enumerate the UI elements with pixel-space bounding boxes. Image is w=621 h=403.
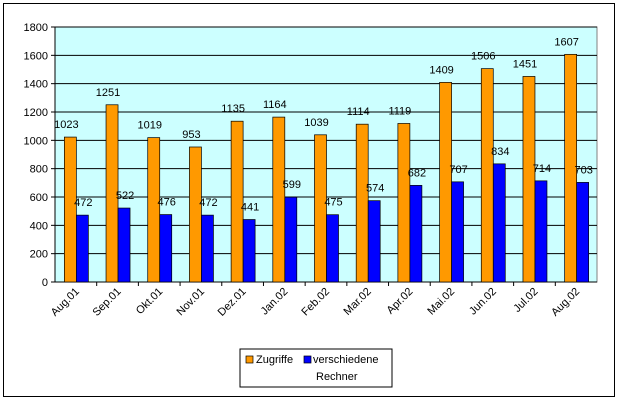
bar-rechner <box>242 219 256 283</box>
bar-zugriffe <box>147 137 161 283</box>
data-label: 599 <box>283 179 301 191</box>
data-label: 441 <box>241 202 259 214</box>
data-label: 1451 <box>513 58 537 70</box>
bar-zugriffe <box>189 146 202 283</box>
x-tick-label: Okt.01 <box>134 286 165 317</box>
x-tick-label: Sep.01 <box>91 286 124 319</box>
bar-zugriffe <box>314 134 327 283</box>
bar-zugriffe <box>564 53 578 283</box>
y-tick-label: 1600 <box>24 50 48 62</box>
bar-zugriffe <box>397 123 411 283</box>
data-label: 1607 <box>554 36 578 48</box>
bar-zugriffe <box>355 123 369 283</box>
data-label: 472 <box>199 197 217 209</box>
data-label: 714 <box>533 163 551 175</box>
x-tick-label: Aug.01 <box>49 286 82 319</box>
bar-rechner <box>159 214 173 283</box>
y-tick-label: 600 <box>30 192 48 204</box>
bar-rechner <box>284 196 298 283</box>
y-tick-label: 200 <box>30 249 48 261</box>
data-label: 522 <box>116 190 134 202</box>
data-label: 1506 <box>471 51 495 63</box>
data-label: 953 <box>182 129 200 141</box>
data-label: 1409 <box>429 64 453 76</box>
bar-rechner <box>492 163 506 283</box>
bar-zugriffe <box>105 104 119 283</box>
bar-rechner <box>117 207 131 283</box>
bar-rechner <box>409 185 423 283</box>
data-label: 574 <box>366 183 384 195</box>
x-tick-label: Jan.02 <box>259 286 291 318</box>
bar-rechner <box>326 214 339 283</box>
data-label: 703 <box>574 164 592 176</box>
bar-rechner <box>75 214 89 283</box>
x-tick-label: Aug.02 <box>549 286 582 319</box>
x-tick-label: Nov.01 <box>174 286 207 319</box>
bar-rechner <box>451 181 464 283</box>
bar-zugriffe <box>480 68 494 283</box>
y-tick-label: 1000 <box>24 135 48 147</box>
data-label: 1251 <box>96 87 120 99</box>
x-tick-label: Jul.02 <box>511 286 540 315</box>
bar-rechner <box>201 214 214 283</box>
x-tick-label: Mai.02 <box>425 286 457 318</box>
legend-box <box>239 348 393 388</box>
x-tick-label: Mar.02 <box>342 286 374 318</box>
y-tick-label: 0 <box>42 277 48 289</box>
data-label: 834 <box>491 146 509 158</box>
x-tick-label: Jun.02 <box>467 286 499 318</box>
bar-zugriffe <box>63 136 77 283</box>
data-label: 1019 <box>137 120 161 132</box>
data-label: 472 <box>74 197 92 209</box>
legend-label-zugriffe: Zugriffe <box>256 354 293 366</box>
y-tick-label: 800 <box>30 164 48 176</box>
legend-label-rechner-line2: Rechner <box>316 371 358 383</box>
data-label: 476 <box>158 197 176 209</box>
data-label: 1119 <box>388 105 411 117</box>
bar-rechner <box>534 180 548 283</box>
data-label: 682 <box>408 167 426 179</box>
bar-zugriffe <box>439 82 452 283</box>
legend-swatch-rechner <box>303 355 312 364</box>
legend-label-rechner-line1: verschiedene <box>313 354 378 366</box>
y-tick-label: 1400 <box>24 79 48 91</box>
data-label: 1114 <box>347 106 370 118</box>
bar-rechner <box>367 200 381 283</box>
bar-zugriffe <box>522 76 536 283</box>
bar-zugriffe <box>230 120 244 283</box>
x-tick-label: Apr.02 <box>385 286 416 317</box>
data-label: 1135 <box>221 103 245 115</box>
x-tick-label: Feb.02 <box>299 286 332 319</box>
legend-swatch-zugriffe <box>245 355 254 364</box>
data-label: 707 <box>449 164 467 176</box>
data-label: 1039 <box>304 117 328 129</box>
x-tick-label: Dez.01 <box>216 286 249 319</box>
y-tick-label: 1200 <box>24 107 48 119</box>
data-label: 1164 <box>263 99 287 111</box>
data-label: 475 <box>324 197 342 209</box>
y-tick-label: 400 <box>30 220 48 232</box>
bar-rechner <box>576 182 590 283</box>
y-tick-label: 1800 <box>24 22 48 34</box>
data-label: 1023 <box>54 119 78 131</box>
bar-zugriffe <box>272 116 286 283</box>
